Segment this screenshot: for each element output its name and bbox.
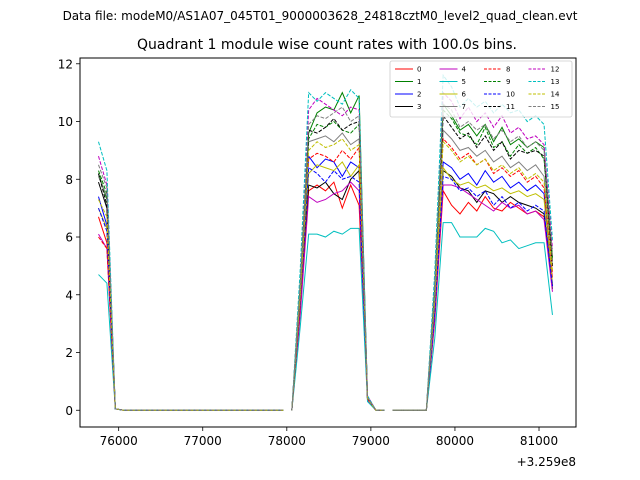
x-tick-label: 77000 — [184, 434, 222, 448]
legend-label-14: 14 — [551, 91, 560, 99]
series-line-15-seg-2 — [392, 103, 553, 411]
legend-label-12: 12 — [551, 66, 560, 74]
series-line-5-seg-1 — [291, 227, 385, 411]
legend-box — [389, 60, 573, 118]
y-tick-label: 4 — [65, 288, 73, 302]
legend-label-15: 15 — [551, 103, 560, 111]
legend-label-6: 6 — [462, 91, 467, 99]
x-offset-label: +3.259e8 — [517, 455, 576, 469]
x-tick-label: 76000 — [100, 434, 138, 448]
legend-label-4: 4 — [462, 66, 467, 74]
legend-label-13: 13 — [551, 78, 560, 86]
legend-label-7: 7 — [462, 103, 466, 111]
y-axis: 0 2 4 6 8 10 12 — [58, 57, 80, 418]
y-tick-label: 0 — [65, 404, 73, 418]
series-layer — [98, 73, 553, 411]
legend-label-9: 9 — [506, 78, 510, 86]
legend-label-11: 11 — [506, 103, 515, 111]
series-line-4-seg-1 — [291, 181, 385, 411]
series-line-15-seg-1 — [291, 106, 385, 411]
series-line-14-seg-1 — [291, 138, 385, 411]
y-tick-label: 8 — [65, 173, 73, 187]
x-tick-label: 79000 — [352, 434, 390, 448]
legend-label-1: 1 — [417, 78, 421, 86]
legend-label-8: 8 — [506, 66, 510, 74]
plot-frame — [79, 57, 577, 428]
x-axis: 76000 77000 78000 79000 80000 81000 — [100, 427, 558, 448]
plot-area — [80, 58, 576, 427]
y-tick-label: 6 — [65, 231, 73, 245]
series-15 — [98, 103, 553, 411]
chart-title: Quadrant 1 module wise count rates with … — [137, 37, 517, 53]
legend-label-10: 10 — [506, 91, 515, 99]
series-line-8-seg-1 — [291, 146, 385, 411]
x-tick-label: 78000 — [268, 434, 306, 448]
series-line-15-seg-0 — [98, 164, 284, 411]
y-tick-label: 12 — [58, 57, 73, 71]
chart-suptitle: Data file: modeM0/AS1A07_045T01_90000036… — [63, 9, 578, 23]
legend-label-5: 5 — [462, 78, 466, 86]
legend-label-3: 3 — [417, 103, 421, 111]
legend-label-0: 0 — [417, 66, 421, 74]
y-tick-label: 10 — [58, 115, 73, 129]
y-tick-label: 2 — [65, 346, 73, 360]
x-tick-label: 81000 — [520, 434, 558, 448]
legend-label-2: 2 — [417, 91, 421, 99]
series-line-10-seg-1 — [291, 166, 385, 411]
x-tick-label: 80000 — [436, 434, 474, 448]
series-line-13-seg-1 — [291, 88, 385, 411]
